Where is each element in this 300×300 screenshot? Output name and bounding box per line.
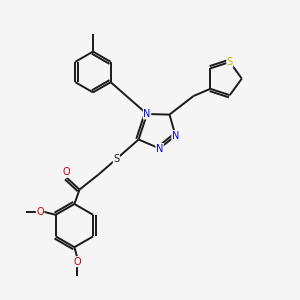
Text: N: N [156, 143, 163, 154]
Text: N: N [143, 109, 151, 119]
Text: S: S [113, 154, 119, 164]
Text: O: O [74, 256, 81, 267]
Text: N: N [172, 130, 179, 141]
Text: S: S [227, 57, 233, 67]
Text: O: O [36, 207, 44, 217]
Text: O: O [63, 167, 70, 177]
